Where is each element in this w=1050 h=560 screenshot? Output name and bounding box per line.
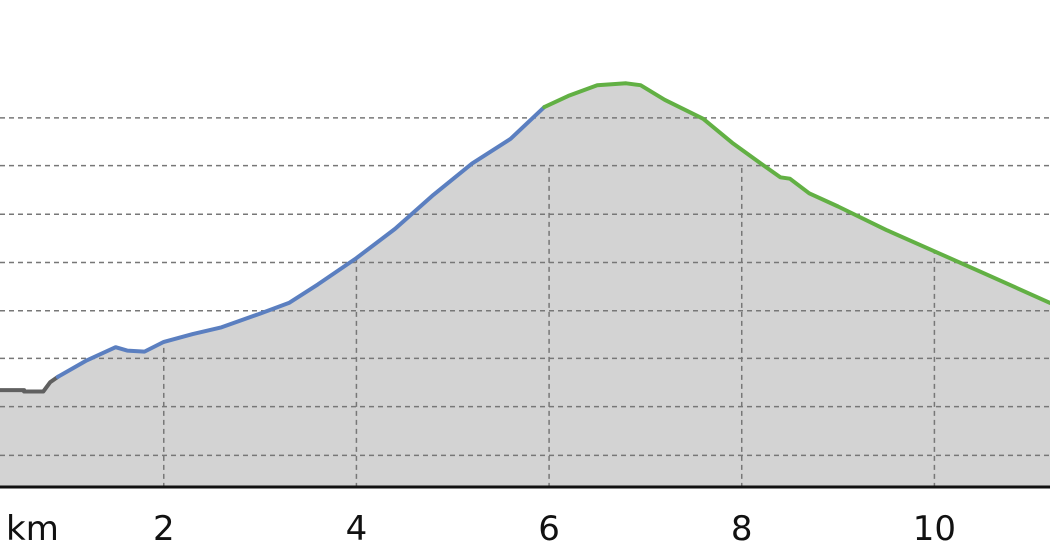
x-tick-label-10: 10 bbox=[913, 509, 956, 549]
vertical-gridlines bbox=[163, 167, 936, 487]
x-tick-label-2: 2 bbox=[153, 509, 175, 549]
x-tick-label-4: 4 bbox=[346, 509, 368, 549]
plot-area bbox=[0, 81, 1050, 489]
horizontal-gridlines bbox=[0, 117, 1050, 457]
series-line-1 bbox=[0, 374, 60, 394]
series-line-3 bbox=[542, 81, 1050, 305]
x-tick-labels: 2 4 6 8 10 bbox=[153, 509, 956, 549]
x-tick-label-8: 8 bbox=[731, 509, 753, 549]
elevation-area-fill bbox=[0, 83, 1050, 488]
elevation-series-lines bbox=[0, 81, 1050, 394]
x-tick-label-6: 6 bbox=[538, 509, 560, 549]
x-axis: km 2 4 6 8 10 bbox=[6, 509, 956, 549]
x-axis-unit-label: km bbox=[6, 509, 59, 549]
series-line-2 bbox=[55, 105, 547, 379]
